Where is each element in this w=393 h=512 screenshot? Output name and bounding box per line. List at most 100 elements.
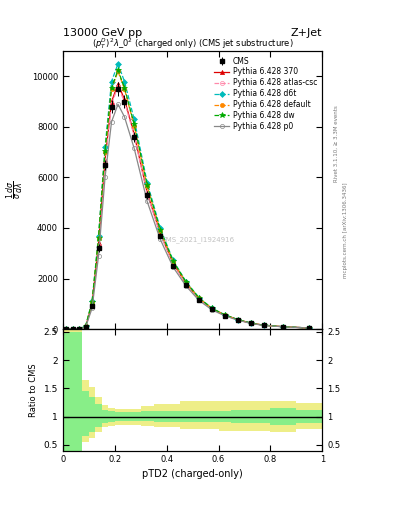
Pythia 6.428 370 (109, 99, 114, 105)
Pythia 6.428 p0 (90, 305, 94, 311)
Pythia 6.428 d6t (83, 323, 88, 329)
Pythia 6.428 p0 (158, 236, 163, 242)
Pythia 6.428 d6t (109, 78, 114, 84)
Pythia 6.428 dw (158, 227, 163, 233)
Pythia 6.428 default (90, 300, 94, 306)
Pythia 6.428 dw (90, 299, 94, 305)
Pythia 6.428 p0 (145, 199, 149, 205)
Pythia 6.428 p0 (249, 321, 253, 327)
Pythia 6.428 p0 (236, 317, 241, 323)
Pythia 6.428 dw (83, 323, 88, 329)
Pythia 6.428 370 (210, 306, 215, 312)
Pythia 6.428 370 (281, 324, 286, 330)
Pythia 6.428 370 (122, 96, 127, 102)
Pythia 6.428 default (103, 149, 107, 155)
Pythia 6.428 dw (64, 326, 68, 332)
Pythia 6.428 dw (197, 295, 202, 301)
Pythia 6.428 atlas-csc (171, 261, 176, 267)
Pythia 6.428 p0 (262, 323, 266, 329)
Pythia 6.428 atlas-csc (281, 324, 286, 330)
Pythia 6.428 370 (236, 316, 241, 323)
Line: Pythia 6.428 d6t: Pythia 6.428 d6t (64, 62, 311, 331)
Line: Pythia 6.428 atlas-csc: Pythia 6.428 atlas-csc (64, 84, 311, 331)
Pythia 6.428 dw (109, 85, 114, 91)
Legend: CMS, Pythia 6.428 370, Pythia 6.428 atlas-csc, Pythia 6.428 d6t, Pythia 6.428 de: CMS, Pythia 6.428 370, Pythia 6.428 atla… (213, 55, 318, 133)
Pythia 6.428 dw (145, 182, 149, 188)
Pythia 6.428 dw (236, 316, 241, 323)
Pythia 6.428 p0 (96, 253, 101, 259)
Pythia 6.428 atlas-csc (103, 159, 107, 165)
Y-axis label: Ratio to CMS: Ratio to CMS (29, 363, 38, 417)
Pythia 6.428 atlas-csc (210, 306, 215, 312)
Pythia 6.428 atlas-csc (116, 83, 120, 90)
Pythia 6.428 d6t (222, 312, 227, 318)
Pythia 6.428 atlas-csc (158, 231, 163, 238)
Pythia 6.428 atlas-csc (132, 133, 137, 139)
Pythia 6.428 p0 (122, 114, 127, 120)
Pythia 6.428 dw (307, 325, 312, 331)
Text: mcplots.cern.ch [arXiv:1306.3436]: mcplots.cern.ch [arXiv:1306.3436] (343, 183, 348, 278)
Pythia 6.428 370 (307, 325, 312, 331)
Pythia 6.428 d6t (171, 257, 176, 263)
Pythia 6.428 p0 (70, 326, 75, 332)
Pythia 6.428 default (70, 326, 75, 332)
Pythia 6.428 p0 (116, 101, 120, 108)
Pythia 6.428 default (281, 324, 286, 330)
Pythia 6.428 dw (184, 279, 189, 285)
Pythia 6.428 p0 (307, 325, 312, 331)
Pythia 6.428 370 (197, 295, 202, 302)
Pythia 6.428 p0 (210, 307, 215, 313)
Pythia 6.428 default (171, 259, 176, 265)
Pythia 6.428 atlas-csc (64, 326, 68, 332)
Pythia 6.428 p0 (132, 145, 137, 152)
Pythia 6.428 370 (83, 324, 88, 330)
Pythia 6.428 370 (249, 320, 253, 326)
Pythia 6.428 default (77, 326, 81, 332)
Pythia 6.428 p0 (109, 119, 114, 125)
Pythia 6.428 atlas-csc (249, 320, 253, 326)
Pythia 6.428 default (132, 123, 137, 129)
Pythia 6.428 d6t (210, 305, 215, 311)
Pythia 6.428 d6t (184, 279, 189, 285)
Pythia 6.428 default (307, 325, 312, 331)
Pythia 6.428 atlas-csc (145, 191, 149, 197)
Pythia 6.428 dw (262, 322, 266, 328)
Pythia 6.428 370 (184, 281, 189, 287)
Pythia 6.428 atlas-csc (307, 325, 312, 331)
Pythia 6.428 default (236, 316, 241, 323)
Text: Rivet 3.1.10, ≥ 3.3M events: Rivet 3.1.10, ≥ 3.3M events (334, 105, 338, 182)
Pythia 6.428 dw (77, 326, 81, 332)
Pythia 6.428 370 (70, 326, 75, 332)
Pythia 6.428 atlas-csc (96, 243, 101, 249)
Pythia 6.428 default (197, 295, 202, 301)
Pythia 6.428 atlas-csc (83, 324, 88, 330)
Pythia 6.428 default (249, 320, 253, 326)
Pythia 6.428 atlas-csc (222, 312, 227, 318)
Pythia 6.428 default (116, 68, 120, 74)
Pythia 6.428 370 (145, 189, 149, 196)
Pythia 6.428 default (64, 326, 68, 332)
Pythia 6.428 dw (249, 320, 253, 326)
Text: CMS_2021_I1924916: CMS_2021_I1924916 (161, 237, 234, 244)
Pythia 6.428 370 (77, 326, 81, 332)
Pythia 6.428 default (83, 324, 88, 330)
Pythia 6.428 default (210, 306, 215, 312)
Pythia 6.428 d6t (70, 326, 75, 332)
Y-axis label: $\frac{1}{\sigma}\frac{d\sigma}{d\lambda}$: $\frac{1}{\sigma}\frac{d\sigma}{d\lambda… (5, 181, 26, 199)
Text: 13000 GeV pp: 13000 GeV pp (63, 28, 142, 38)
Pythia 6.428 default (109, 86, 114, 92)
Pythia 6.428 p0 (197, 297, 202, 304)
Pythia 6.428 p0 (222, 313, 227, 319)
Pythia 6.428 dw (103, 148, 107, 154)
Title: $(p_T^D)^2\lambda\_0^2$ (charged only) (CMS jet substructure): $(p_T^D)^2\lambda\_0^2$ (charged only) (… (92, 36, 294, 51)
Pythia 6.428 dw (281, 324, 286, 330)
Pythia 6.428 370 (103, 157, 107, 163)
Pythia 6.428 default (262, 322, 266, 328)
Pythia 6.428 default (184, 280, 189, 286)
Pythia 6.428 dw (116, 67, 120, 73)
Pythia 6.428 d6t (90, 298, 94, 304)
Pythia 6.428 d6t (307, 325, 312, 331)
Pythia 6.428 atlas-csc (184, 281, 189, 287)
Pythia 6.428 default (158, 227, 163, 233)
Pythia 6.428 370 (90, 301, 94, 307)
